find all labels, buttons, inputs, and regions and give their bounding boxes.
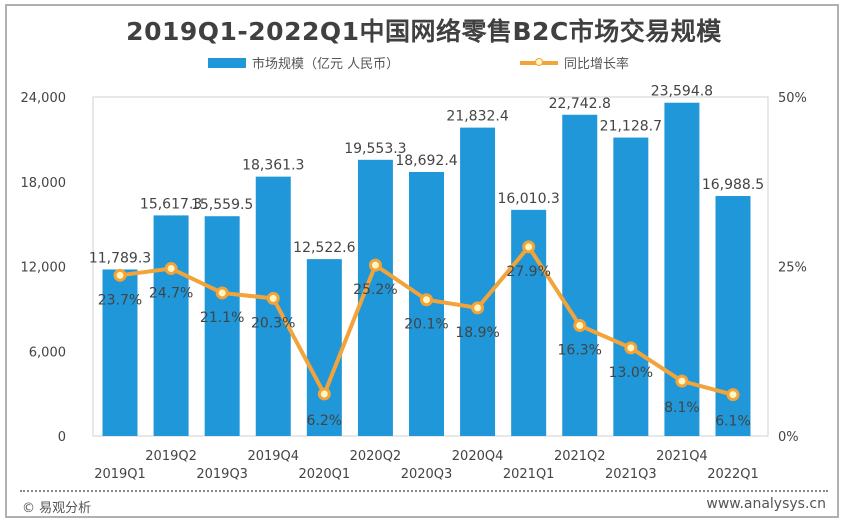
growth-value-label: 16.3% — [558, 342, 602, 358]
growth-value-label: 8.1% — [664, 400, 700, 416]
growth-point-2021Q3 — [624, 341, 638, 355]
bar-2019Q4 — [255, 176, 291, 436]
growth-value-label: 13.0% — [609, 365, 653, 381]
x-tick-label: 2020Q1 — [299, 467, 351, 482]
x-tick-label: 2021Q4 — [656, 449, 708, 464]
legend-line-swatch — [520, 57, 558, 66]
legend-item-line: 同比增长率 — [520, 53, 629, 72]
growth-value-label: 23.7% — [98, 292, 142, 308]
growth-value-label: 24.7% — [149, 286, 193, 302]
growth-value-label: 27.9% — [506, 264, 550, 280]
x-tick-label: 2019Q2 — [145, 449, 197, 464]
chart-frame — [5, 4, 839, 518]
growth-point-2020Q3 — [420, 293, 433, 307]
growth-point-2021Q1 — [522, 240, 536, 254]
left-tick-label: 18,000 — [21, 176, 67, 191]
x-tick-label: 2020Q2 — [350, 449, 402, 464]
footer-url: www.analysys.cn — [706, 496, 826, 512]
growth-point-2019Q3 — [215, 286, 229, 300]
growth-value-label: 20.3% — [251, 315, 295, 331]
chart-title: 2019Q1-2022Q1中国网络零售B2C市场交易规模 — [126, 17, 722, 46]
bar-value-label: 12,522.6 — [293, 240, 355, 256]
bar-2019Q3 — [204, 216, 240, 436]
footer-source: © 易观分析 — [22, 501, 92, 516]
growth-point-2019Q2 — [164, 262, 178, 276]
growth-point-2020Q4 — [471, 301, 485, 315]
growth-point-2019Q1 — [113, 268, 127, 282]
bar-value-label: 15,617.3 — [140, 196, 202, 212]
left-tick-label: 24,000 — [21, 91, 67, 106]
bar-2019Q2 — [153, 215, 189, 436]
bar-value-label: 21,832.4 — [446, 109, 508, 125]
x-tick-label: 2019Q1 — [94, 467, 146, 482]
legend-item-bar: 市场规模（亿元 人民币） — [208, 53, 399, 72]
legend-bar-swatch — [208, 57, 246, 68]
x-tick-label: 2021Q2 — [554, 449, 606, 464]
footer-divider — [20, 490, 828, 492]
growth-value-label: 21.1% — [200, 310, 244, 326]
growth-point-2022Q1 — [726, 388, 740, 402]
bar-value-label: 22,742.8 — [549, 96, 611, 112]
growth-point-2020Q2 — [368, 258, 382, 272]
bar-value-label: 21,128.7 — [600, 119, 662, 135]
growth-value-label: 20.1% — [404, 317, 448, 333]
right-tick-label: 0% — [778, 430, 799, 445]
x-tick-label: 2020Q4 — [452, 449, 504, 464]
bar-value-label: 23,594.8 — [651, 84, 713, 100]
bar-2021Q2 — [562, 114, 598, 437]
bar-value-label: 19,553.3 — [344, 141, 406, 157]
bar-value-label: 16,010.3 — [497, 191, 559, 207]
x-tick-label: 2019Q3 — [196, 467, 248, 482]
right-tick-label: 25% — [778, 261, 807, 276]
bar-2019Q1 — [102, 269, 138, 436]
x-tick-label: 2019Q4 — [247, 449, 299, 464]
bar-value-label: 18,692.4 — [395, 153, 457, 169]
legend-bar-label: 市场规模（亿元 人民币） — [252, 57, 400, 72]
x-tick-label: 2020Q3 — [401, 467, 453, 482]
growth-value-label: 6.2% — [307, 413, 343, 429]
growth-value-label: 6.1% — [715, 414, 751, 430]
left-tick-label: 0 — [58, 430, 66, 445]
left-tick-label: 12,000 — [21, 261, 67, 276]
growth-point-2021Q4 — [675, 374, 689, 388]
growth-point-2020Q1 — [317, 387, 331, 401]
bar-value-label: 11,789.3 — [89, 250, 151, 266]
bar-2021Q3 — [613, 137, 649, 436]
bar-2020Q1 — [306, 259, 342, 436]
growth-value-label: 25.2% — [353, 282, 397, 298]
x-tick-label: 2021Q1 — [503, 467, 555, 482]
growth-point-2021Q2 — [573, 318, 587, 332]
left-tick-label: 6,000 — [29, 345, 66, 360]
right-tick-label: 50% — [778, 91, 807, 106]
bar-value-label: 16,988.5 — [702, 177, 764, 193]
legend-line-label: 同比增长率 — [564, 57, 630, 72]
growth-point-2019Q4 — [266, 291, 280, 305]
bar-2020Q4 — [460, 127, 496, 437]
x-tick-label: 2021Q3 — [605, 467, 657, 482]
x-tick-label: 2022Q1 — [707, 467, 759, 482]
bar-value-label: 15,559.5 — [191, 197, 253, 213]
bar-value-label: 18,361.3 — [242, 158, 304, 174]
growth-value-label: 18.9% — [455, 325, 499, 341]
